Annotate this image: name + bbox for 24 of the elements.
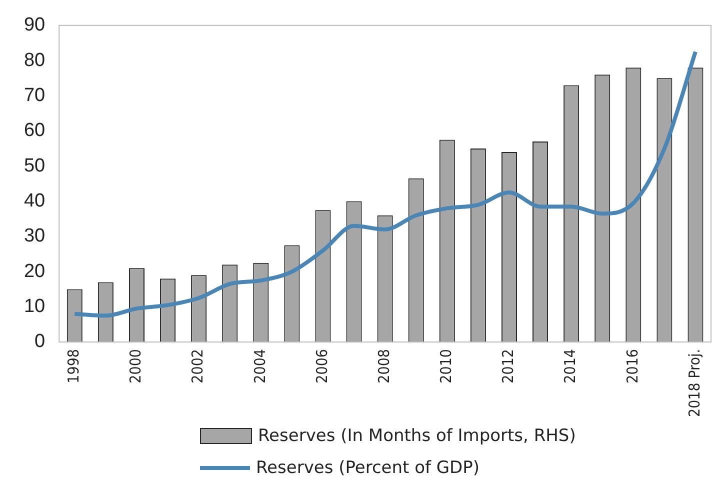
y-tick-label: 90	[24, 14, 46, 36]
y-tick-label: 20	[24, 260, 46, 282]
x-tick-label: 2016	[623, 349, 642, 384]
legend-label: Reserves (Percent of GDP)	[256, 458, 480, 478]
x-tick-label: 2018 Proj.	[685, 349, 704, 417]
y-tick-label: 70	[24, 84, 46, 106]
x-tick-label: 2008	[374, 349, 393, 384]
line-series	[72, 50, 698, 318]
y-tick-label: 40	[24, 190, 46, 212]
x-tick-label: 2012	[499, 349, 518, 384]
x-tick-label: 2010	[437, 349, 456, 384]
legend-label: Reserves (In Months of Imports, RHS)	[258, 426, 576, 446]
y-tick-label: 30	[24, 226, 46, 247]
x-tick-label: 2000	[126, 349, 145, 384]
y-tick-label: 10	[24, 296, 46, 318]
y-tick-label: 60	[24, 120, 46, 142]
y-tick-label: 0	[34, 331, 46, 352]
y-tick-label: 80	[24, 50, 46, 71]
x-tick-label: 2002	[188, 349, 207, 384]
x-tick-label: 2006	[312, 349, 331, 384]
x-tick-label: 2014	[561, 349, 580, 384]
x-tick-label: 1998	[64, 349, 83, 384]
x-tick-label: 2004	[250, 349, 269, 384]
y-tick-label: 50	[24, 155, 46, 176]
